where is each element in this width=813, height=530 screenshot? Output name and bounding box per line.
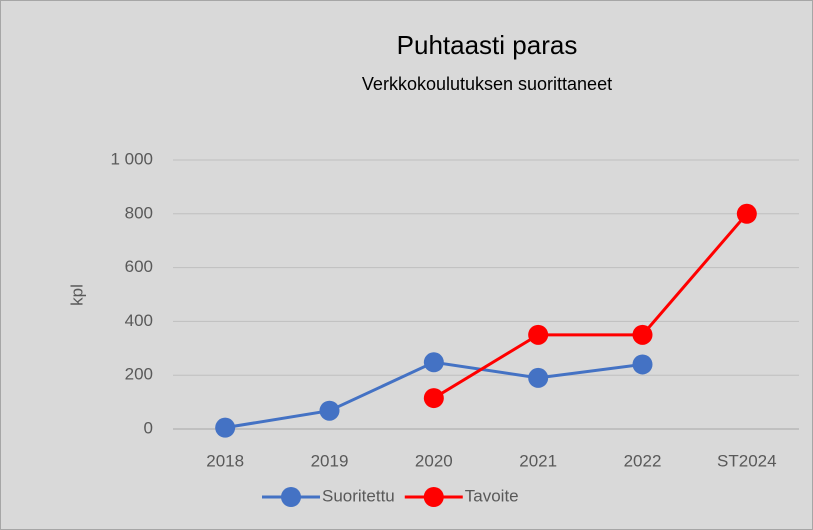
x-tick-label: 2022 (624, 451, 662, 470)
y-axis-label: kpl (67, 284, 86, 306)
data-point (736, 203, 757, 224)
data-point (215, 417, 236, 438)
y-tick-label: 600 (125, 257, 153, 276)
data-point (423, 352, 444, 373)
legend-label: Tavoite (465, 486, 519, 505)
y-tick-label: 400 (125, 311, 153, 330)
data-point (632, 354, 653, 375)
x-tick-label: 2020 (415, 451, 453, 470)
data-point (528, 367, 549, 388)
chart-title: Puhtaasti paras (397, 30, 578, 60)
data-point (528, 324, 549, 345)
legend-marker (423, 487, 444, 507)
legend-label: Suoritettu (322, 486, 395, 505)
x-tick-label: ST2024 (717, 451, 777, 470)
y-tick-label: 800 (125, 203, 153, 222)
data-point (423, 388, 444, 409)
legend-marker (281, 487, 301, 507)
series-line (433, 212, 748, 400)
y-tick-label: 0 (144, 418, 153, 437)
y-tick-label: 1 000 (110, 149, 153, 168)
chart-subtitle: Verkkokoulutuksen suorittaneet (362, 74, 612, 94)
x-tick-label: 2021 (519, 451, 557, 470)
x-tick-label: 2019 (311, 451, 349, 470)
data-point (319, 400, 340, 421)
x-tick-label: 2018 (206, 451, 244, 470)
data-point (632, 324, 653, 345)
y-tick-label: 200 (125, 365, 153, 384)
